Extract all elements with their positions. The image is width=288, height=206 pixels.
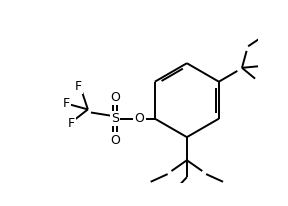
Text: F: F	[63, 97, 70, 110]
Text: S: S	[111, 112, 119, 125]
Text: F: F	[67, 117, 75, 130]
Text: O: O	[110, 134, 120, 147]
Text: O: O	[134, 112, 144, 125]
Text: F: F	[75, 80, 82, 93]
Text: O: O	[110, 91, 120, 104]
